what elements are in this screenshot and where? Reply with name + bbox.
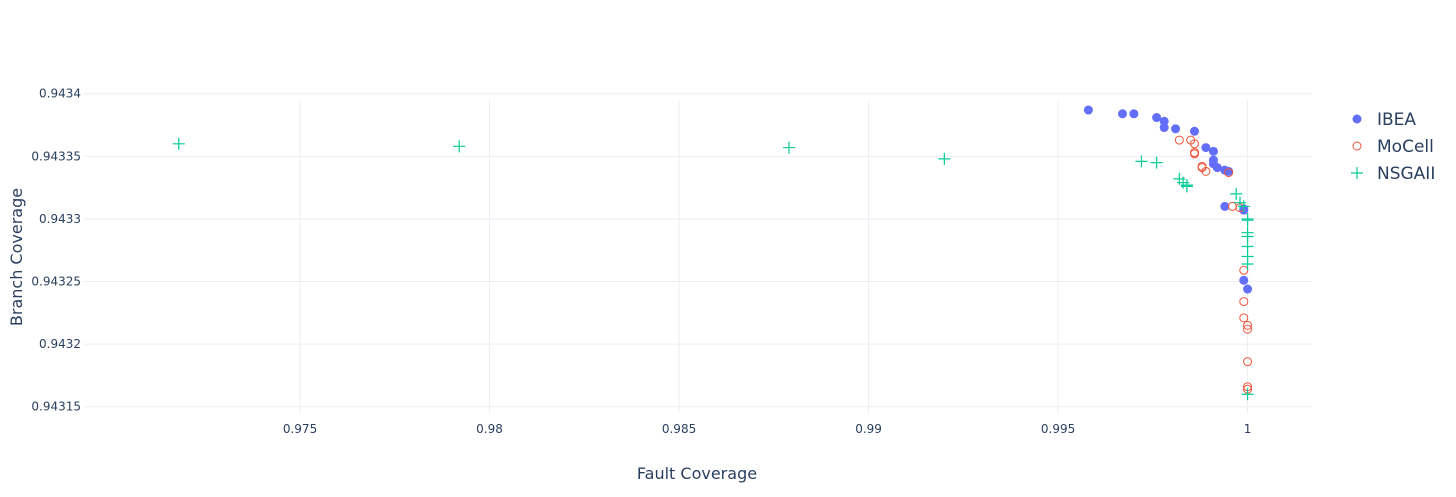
ibea-point	[1083, 105, 1093, 115]
ibea-point	[1220, 201, 1230, 211]
legend-marker-ibea	[1352, 114, 1362, 124]
series-nsgaii	[172, 137, 1254, 401]
legend-item-nsgaii[interactable]: NSGAII	[1351, 164, 1435, 184]
x-axis-title: Fault Coverage	[637, 464, 757, 483]
plot-points	[172, 105, 1254, 401]
legend-label-mocell: MoCell	[1377, 137, 1434, 157]
ibea-point	[1117, 109, 1127, 119]
ibea-point	[1201, 143, 1211, 153]
mocell-point	[1174, 135, 1184, 145]
nsgaii-point	[1237, 200, 1250, 213]
ibea-point	[1239, 275, 1249, 285]
mocell-point	[1227, 201, 1237, 211]
y-tick-label: 0.94325	[31, 275, 81, 289]
ibea-point	[1171, 124, 1181, 134]
nsgaii-point	[453, 140, 466, 153]
ibea-point	[1152, 113, 1162, 123]
x-axis-ticks: 0.975 0.98 0.985 0.99 0.995 1	[283, 422, 1252, 436]
legend-label-ibea: IBEA	[1377, 110, 1416, 130]
nsgaii-point	[1241, 258, 1254, 271]
x-tick-label: 0.975	[283, 422, 317, 436]
y-tick-label: 0.94335	[31, 149, 81, 163]
mocell-point	[1239, 297, 1249, 307]
legend-marker-nsgaii	[1351, 167, 1363, 179]
x-tick-label: 0.99	[855, 422, 882, 436]
y-axis-ticks: 0.94315 0.9432 0.94325 0.9433 0.94335 0.9434	[31, 87, 81, 414]
mocell-point	[1239, 313, 1249, 323]
y-axis-title: Branch Coverage	[7, 188, 26, 326]
ibea-point	[1212, 163, 1222, 173]
nsgaii-point	[1241, 240, 1254, 253]
nsgaii-point	[938, 152, 951, 165]
x-tick-label: 1	[1244, 422, 1252, 436]
grid	[84, 93, 1312, 413]
legend-marker-mocell	[1352, 141, 1362, 151]
x-tick-label: 0.985	[662, 422, 696, 436]
y-tick-label: 0.9433	[39, 212, 81, 226]
series-mocell	[1174, 135, 1253, 394]
nsgaii-point	[1241, 214, 1254, 227]
legend[interactable]: IBEA MoCell NSGAII	[1351, 110, 1435, 184]
nsgaii-point	[1135, 155, 1148, 168]
series-ibea	[1083, 105, 1253, 294]
nsgaii-point	[1230, 187, 1243, 200]
mocell-point	[1190, 139, 1200, 149]
y-tick-label: 0.9434	[39, 87, 81, 101]
x-tick-label: 0.995	[1041, 422, 1075, 436]
mocell-point	[1243, 324, 1253, 334]
nsgaii-point	[1241, 230, 1254, 243]
mocell-point	[1224, 168, 1234, 178]
legend-item-ibea[interactable]: IBEA	[1352, 110, 1417, 130]
ibea-point	[1190, 126, 1200, 136]
ibea-point	[1159, 123, 1169, 133]
y-tick-label: 0.9432	[39, 337, 81, 351]
nsgaii-point	[172, 137, 185, 150]
nsgaii-point	[1180, 180, 1193, 193]
nsgaii-point	[1241, 388, 1254, 401]
nsgaii-point	[782, 141, 795, 154]
ibea-point	[1208, 146, 1218, 156]
legend-label-nsgaii: NSGAII	[1377, 164, 1435, 184]
mocell-point	[1243, 320, 1253, 330]
ibea-point	[1159, 116, 1169, 126]
ibea-point	[1243, 284, 1253, 294]
nsgaii-point	[1150, 156, 1163, 169]
mocell-point	[1239, 265, 1249, 275]
y-tick-label: 0.94315	[31, 400, 81, 414]
mocell-point	[1190, 149, 1200, 159]
mocell-point	[1243, 357, 1253, 367]
ibea-point	[1129, 109, 1139, 119]
mocell-point	[1201, 166, 1211, 176]
x-tick-label: 0.98	[476, 422, 503, 436]
legend-item-mocell[interactable]: MoCell	[1352, 137, 1434, 157]
